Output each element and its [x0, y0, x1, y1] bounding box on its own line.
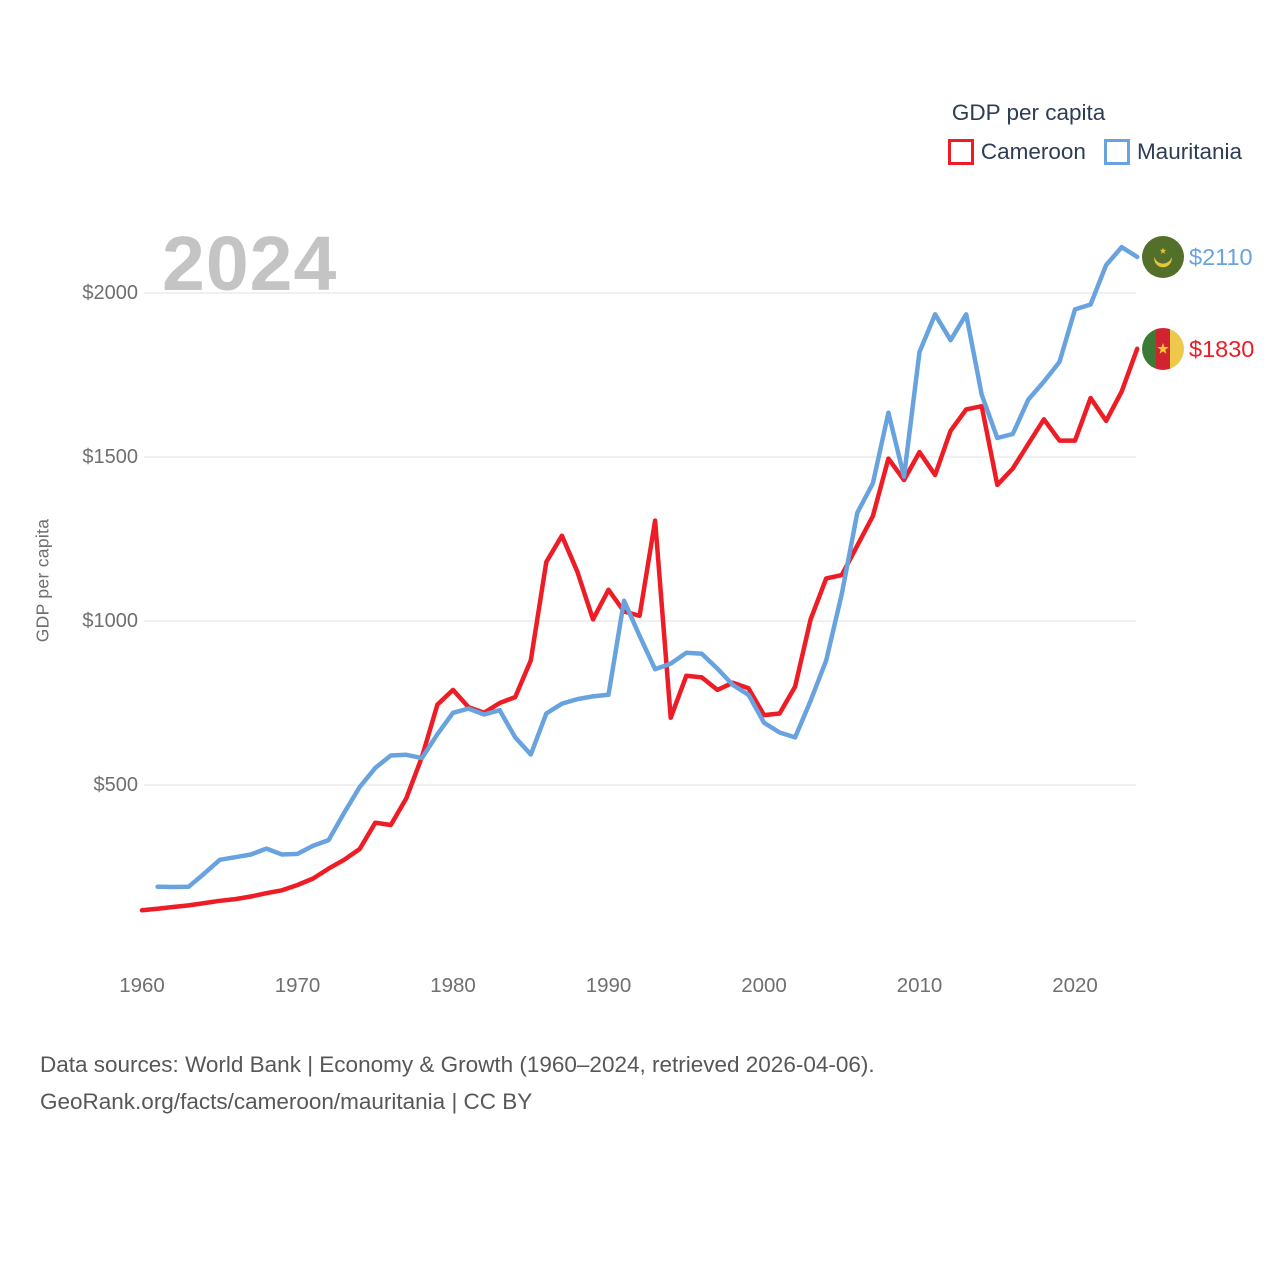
mauritania-line: [155, 244, 1140, 890]
footer: Data sources: World Bank | Economy & Gro…: [40, 1046, 875, 1120]
x-tick: 1990: [585, 974, 632, 997]
legend-label-cameroon: Cameroon: [980, 139, 1086, 164]
end-label-cameroon: $1830: [1142, 328, 1254, 370]
x-tick: 2000: [741, 974, 787, 997]
x-tick: 1960: [119, 974, 165, 997]
watermark-year: 2024: [162, 221, 338, 307]
cameroon-flag-icon: [1142, 328, 1184, 370]
legend-item-mauritania[interactable]: Mauritania: [1103, 139, 1242, 165]
mauritania-flag-icon: [1142, 236, 1184, 278]
legend-items: Cameroon Mauritania: [947, 139, 1242, 165]
legend: GDP per capita Cameroon Mauritania: [947, 100, 1242, 165]
cameroon-line: [139, 346, 1140, 913]
y-tick: $2000: [82, 282, 138, 304]
x-tick: 1980: [430, 974, 476, 997]
cameroon-end-value: $1830: [1189, 336, 1255, 362]
mauritania-end-value: $2110: [1189, 244, 1253, 270]
cameroon-swatch-icon: [947, 139, 974, 165]
y-tick: $1000: [82, 610, 138, 632]
y-tick: $1500: [82, 446, 138, 468]
x-tick: 2010: [896, 974, 943, 997]
x-tick: 2020: [1052, 974, 1098, 997]
legend-label-mauritania: Mauritania: [1136, 139, 1242, 164]
legend-title: GDP per capita: [951, 100, 1106, 125]
footer-sources-line: Data sources: World Bank | Economy & Gro…: [40, 1052, 875, 1077]
end-label-mauritania: $2110: [1142, 236, 1253, 278]
mauritania-swatch-icon: [1103, 139, 1130, 165]
footer-attribution-line: GeoRank.org/facts/cameroon/mauritania | …: [40, 1089, 533, 1114]
x-tick: 1970: [274, 974, 321, 997]
y-tick: $500: [93, 774, 139, 796]
legend-item-cameroon[interactable]: Cameroon: [947, 139, 1086, 165]
